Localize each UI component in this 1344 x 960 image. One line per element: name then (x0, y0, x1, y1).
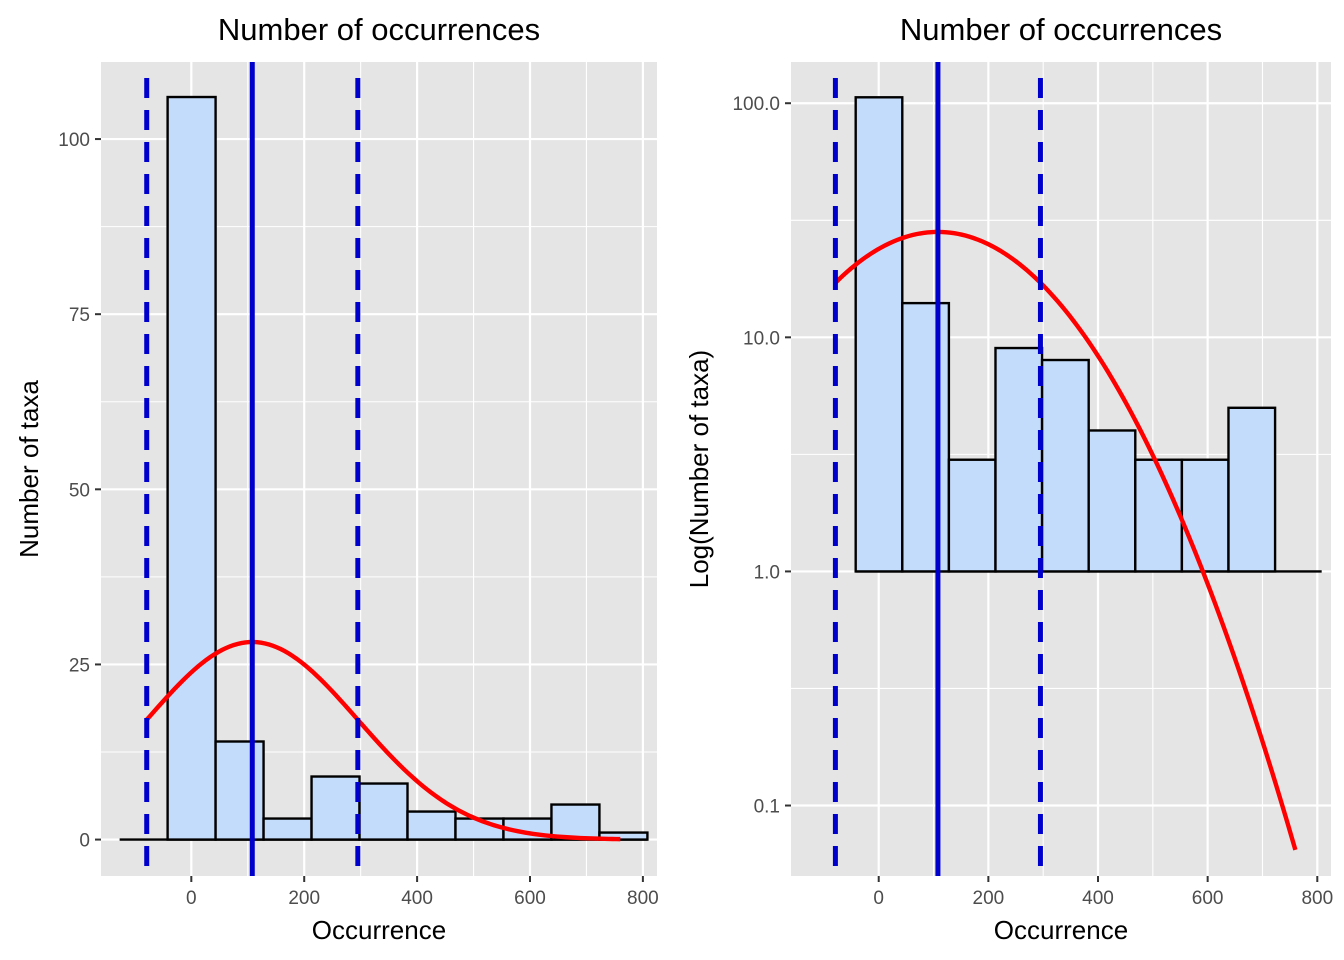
histogram-bar (1180, 458, 1230, 573)
histogram-bar (1227, 406, 1277, 573)
y-tick-label: 100.0 (732, 94, 780, 115)
normal-fit-curve (145, 639, 621, 842)
histogram-bar (550, 803, 601, 841)
x-tick-label: 800 (1301, 888, 1333, 909)
y-tick-label: 25 (69, 655, 90, 676)
histogram-bar (854, 96, 904, 573)
left-chart-panel: 0 200 400 600 800 0 25 50 75 100 Number of occurre… (14, 12, 659, 945)
y-axis-title: Number of taxa (14, 380, 44, 558)
histogram-bar (358, 782, 409, 841)
histogram-bar (262, 817, 313, 841)
histogram-bar (1087, 429, 1137, 573)
y-axis-title: Log(Number of taxa) (684, 350, 714, 588)
x-axis-title: Occurrence (994, 915, 1128, 945)
x-tick-label: 600 (1192, 888, 1224, 909)
histogram-bar (406, 810, 457, 841)
histogram-bar (994, 346, 1044, 573)
x-tick-label: 200 (973, 888, 1005, 909)
histogram-bar (901, 301, 951, 573)
x-tick-label: 400 (1082, 888, 1114, 909)
x-tick-label: 400 (401, 888, 433, 909)
x-tick-label: 0 (186, 888, 197, 909)
histogram-bar (947, 458, 997, 573)
histogram-bar (310, 775, 361, 841)
y-tick-label: 50 (69, 480, 90, 501)
histogram-bar (1040, 358, 1090, 573)
right-chart-panel: 0 200 400 600 800 0.1 1.0 10.0 100.0 Number of oc… (684, 12, 1333, 945)
histogram-bar (166, 95, 217, 841)
histogram-bar (214, 740, 265, 841)
y-tick-label: 0.1 (754, 797, 780, 818)
chart-title: Number of occurrences (900, 12, 1222, 47)
chart-title: Number of occurrences (218, 12, 540, 47)
x-tick-label: 600 (514, 888, 546, 909)
normal-fit-curve (833, 229, 1298, 851)
histogram-bar (1134, 458, 1184, 573)
y-tick-label: 75 (69, 305, 90, 326)
y-tick-label: 100 (58, 130, 90, 151)
y-tick-label: 10.0 (743, 328, 780, 349)
y-tick-label: 0 (79, 831, 90, 852)
x-tick-label: 0 (873, 888, 884, 909)
x-tick-label: 800 (627, 888, 659, 909)
x-axis-title: Occurrence (312, 915, 446, 945)
x-tick-label: 200 (288, 888, 320, 909)
histogram-bar (598, 831, 649, 841)
y-tick-label: 1.0 (754, 562, 780, 583)
